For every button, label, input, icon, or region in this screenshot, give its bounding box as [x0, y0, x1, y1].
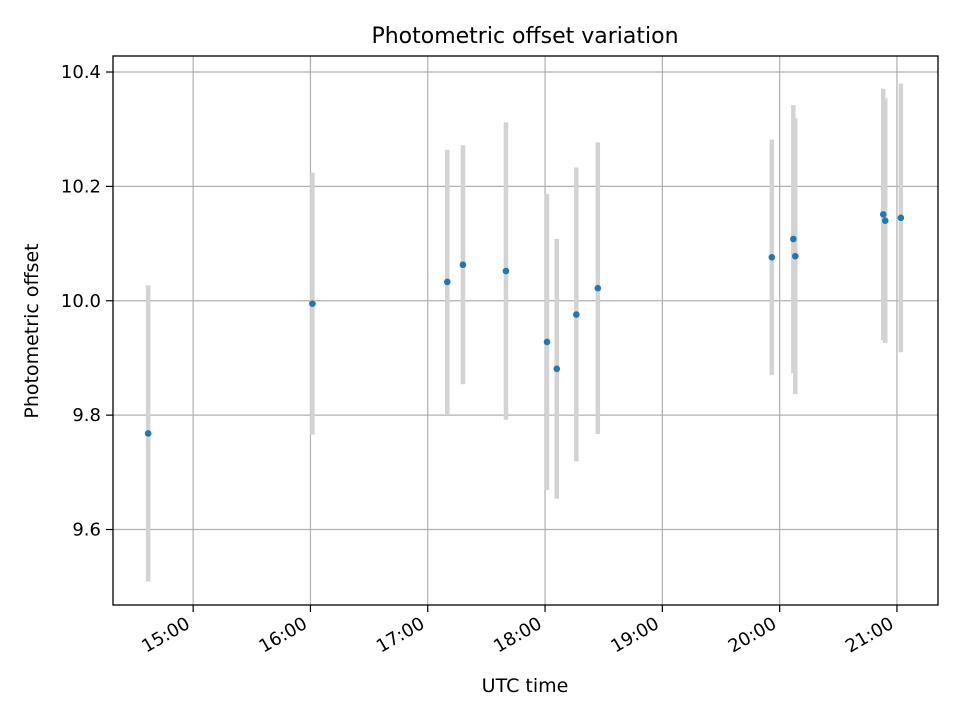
data-point [144, 430, 152, 437]
data-point [553, 365, 561, 373]
y-axis-label: Photometric offset [21, 243, 43, 418]
grid [113, 56, 938, 605]
data-point [309, 300, 316, 307]
data-point [790, 235, 797, 243]
chart-title: Photometric offset variation [371, 24, 678, 49]
x-axis-label: UTC time [482, 675, 569, 697]
data-points [144, 211, 905, 437]
y-tick-label: 9.6 [72, 520, 101, 541]
data-point [444, 278, 451, 286]
y-tick-label: 10.4 [61, 62, 101, 83]
data-point [791, 252, 799, 260]
plot-frame [112, 55, 939, 606]
y-tick-label: 9.8 [72, 405, 101, 426]
data-point [543, 338, 551, 346]
data-point [459, 261, 467, 269]
y-tick-label: 10.2 [61, 176, 101, 197]
data-point [502, 267, 510, 275]
data-point [594, 284, 602, 292]
data-point [879, 211, 887, 218]
data-point [768, 253, 776, 261]
data-point [573, 311, 580, 318]
data-point [881, 217, 889, 224]
data-point [897, 214, 905, 222]
y-tick-label: 10.0 [61, 291, 101, 312]
